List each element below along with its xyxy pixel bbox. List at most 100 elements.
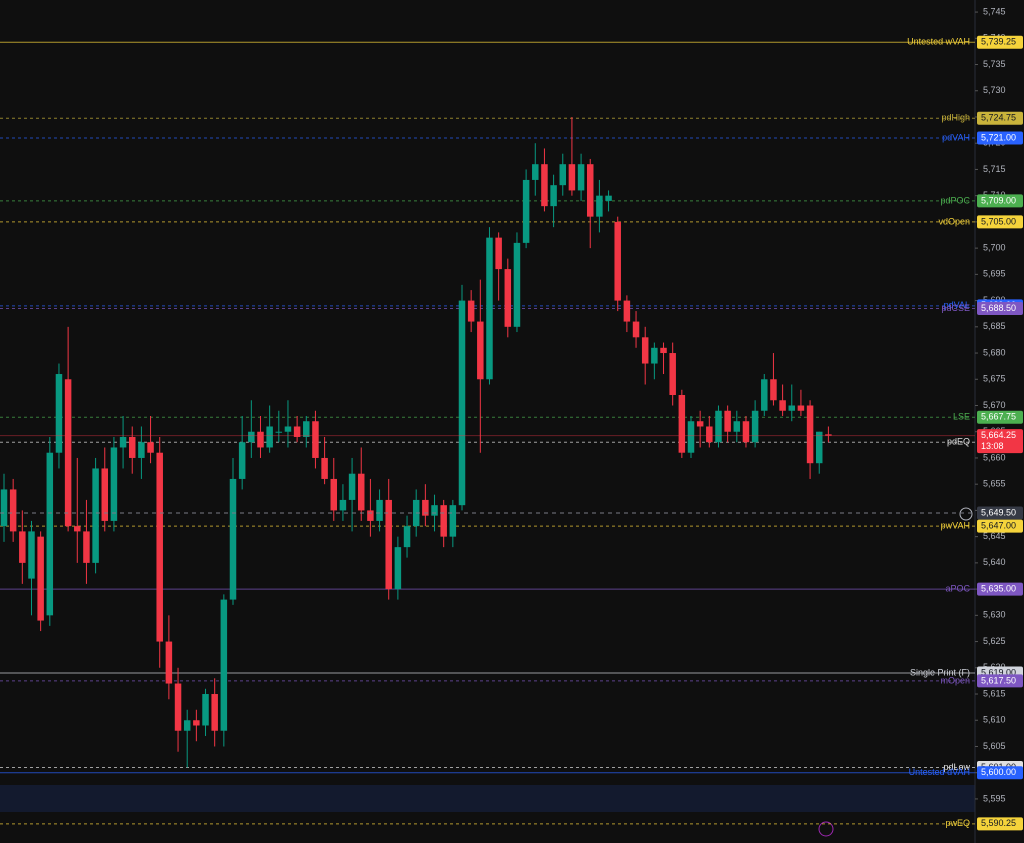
alert-icon[interactable] [818, 821, 834, 837]
candle-body [303, 421, 310, 437]
candle-body [220, 599, 228, 731]
candle-body [522, 179, 530, 243]
candle-body [330, 478, 338, 511]
candle-body [486, 237, 493, 380]
candle-body [385, 499, 392, 590]
candle-body [706, 426, 713, 443]
candle-body [64, 379, 72, 527]
candle-body [55, 374, 63, 453]
candle-body [605, 195, 612, 201]
crosshair-tag [977, 506, 1023, 520]
candle-body [92, 468, 99, 563]
price-tag-text: 5,600.00 [981, 767, 1016, 777]
level-name: pdEQ [947, 437, 970, 447]
candle-body [394, 547, 402, 590]
y-tick-label: 5,605 [983, 741, 1006, 751]
candle-body [147, 442, 154, 453]
price-tag [977, 111, 1023, 125]
candle-body [312, 421, 319, 458]
candle-body [0, 489, 8, 527]
candle-body [715, 410, 722, 443]
price-tag [977, 674, 1023, 688]
candle-body [183, 720, 191, 731]
y-tick-label: 5,655 [983, 479, 1006, 489]
candle-body [128, 436, 136, 458]
candle-body [238, 442, 246, 479]
level-name: pwEQ [945, 818, 970, 828]
price-tag [977, 215, 1023, 229]
y-tick-label: 5,595 [983, 793, 1006, 803]
y-tick-label: 5,745 [983, 6, 1006, 16]
candle-body [357, 473, 365, 511]
candle-body [596, 195, 603, 217]
candle-body [532, 164, 539, 180]
candle-body [339, 499, 347, 511]
price-tag-text: 5,647.00 [981, 521, 1016, 531]
price-tag [977, 131, 1023, 145]
level-name: pdHigh [941, 113, 970, 123]
y-tick-label: 5,630 [983, 610, 1006, 620]
price-tag [977, 519, 1023, 533]
candle-body [275, 431, 283, 433]
candle-body [660, 347, 667, 354]
price-tag-text: 5,619.00 [981, 667, 1016, 677]
y-tick-label: 5,695 [983, 269, 1006, 279]
candle-body [293, 426, 301, 437]
price-tag-text: 5,724.75 [981, 113, 1016, 123]
candle-body [266, 426, 273, 448]
y-tick-label: 5,660 [983, 452, 1006, 462]
level-name: Untested wVAH [907, 37, 970, 47]
candle-body [815, 431, 823, 464]
level-name: pdCSE [941, 303, 970, 313]
crosshair-text: 5,649.50 [981, 507, 1016, 517]
candle-body [568, 164, 576, 191]
candle-body [687, 421, 695, 453]
candle-body [74, 526, 81, 532]
candle-body [229, 478, 237, 600]
candle-body [651, 347, 658, 364]
candle-body [46, 452, 54, 616]
candle-body [165, 641, 173, 684]
candle-body [83, 531, 90, 563]
candle-body [586, 164, 594, 217]
last-price-tag [977, 429, 1023, 454]
price-tag [977, 35, 1023, 49]
candle-body [403, 526, 411, 548]
level-name: pdPOC [940, 195, 970, 205]
y-tick-label: 5,675 [983, 374, 1006, 384]
candle-body [477, 321, 484, 380]
price-tag-text: 5,617.50 [981, 675, 1016, 685]
add-button[interactable] [959, 507, 973, 521]
candle-body [495, 237, 502, 270]
price-tag [977, 194, 1023, 208]
y-tick-label: 5,735 [983, 59, 1006, 69]
y-tick-label: 5,625 [983, 636, 1006, 646]
level-name: aPOC [945, 583, 970, 593]
candle-body [623, 300, 631, 322]
candle-body [9, 489, 17, 532]
level-name: pdVAL [944, 300, 970, 310]
candle-body [724, 410, 731, 432]
candle-body [211, 694, 218, 731]
price-tag [977, 817, 1023, 831]
candle-body [669, 353, 676, 396]
level-name: Single Print (F) [910, 667, 970, 677]
candle-body [458, 300, 466, 506]
candle-body [577, 164, 585, 191]
candle-body [193, 720, 200, 726]
y-tick-label: 5,680 [983, 347, 1006, 357]
candle-body [156, 452, 163, 642]
level-name: pdVAH [942, 132, 970, 142]
candle-body [28, 531, 35, 579]
y-tick-label: 5,700 [983, 243, 1006, 253]
candle-body [449, 505, 457, 537]
y-tick-label: 5,730 [983, 85, 1006, 95]
candle-body [696, 421, 704, 427]
candle-body [321, 457, 328, 479]
level-name: mOpen [940, 675, 970, 685]
candle-body [550, 185, 557, 207]
candle-body [806, 405, 814, 464]
candle-body [376, 499, 383, 521]
candle-body [825, 434, 832, 436]
candle-body [37, 536, 44, 621]
